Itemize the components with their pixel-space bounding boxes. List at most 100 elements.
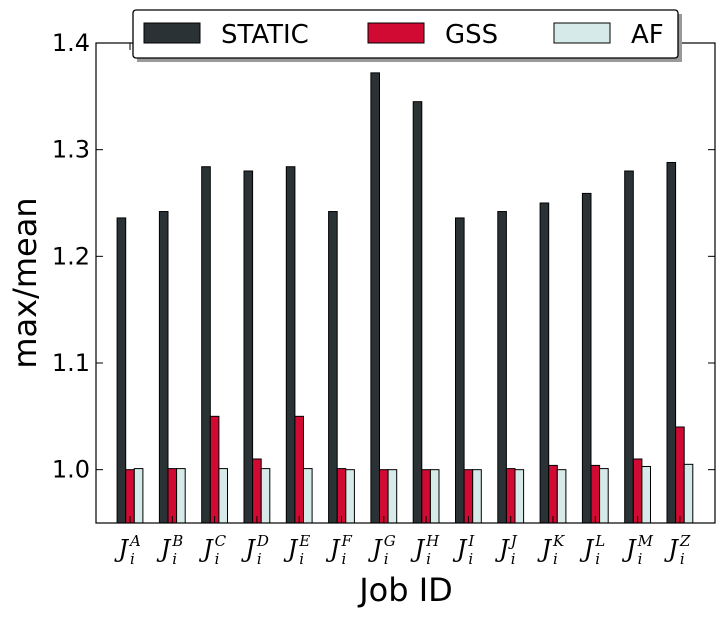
x-tick-label-sup: A xyxy=(128,532,141,550)
x-tick-label-sub: i xyxy=(299,550,304,568)
bar-af-z xyxy=(683,463,694,524)
bar-af-d xyxy=(260,468,271,524)
x-tick-label-sup: G xyxy=(384,532,396,550)
bar-static-b xyxy=(158,211,169,524)
x-tick-label-sub: i xyxy=(511,550,516,568)
x-tick-label-sup: M xyxy=(637,532,654,550)
bar-static-i xyxy=(455,217,465,524)
bar-af-k xyxy=(556,469,567,524)
x-tick-label-base: J xyxy=(621,535,637,563)
bar-gss-z xyxy=(675,426,685,524)
x-tick-label-m: J Mi xyxy=(621,532,654,568)
bar-gss-e xyxy=(294,415,304,524)
x-tick-label-z: J Zi xyxy=(663,532,691,568)
bar-gss-b xyxy=(167,468,178,524)
x-tick-label-base: J xyxy=(156,535,172,563)
x-tick-label-g: J Gi xyxy=(367,532,396,568)
bars-layer xyxy=(116,72,694,524)
bar-af-a xyxy=(133,468,144,524)
x-tick-label-base: J xyxy=(283,535,299,563)
x-tick-label-j: J Ji xyxy=(494,532,518,568)
x-tick-label-sup: F xyxy=(341,532,353,550)
bar-af-i xyxy=(472,469,482,524)
x-tick-label-sup: C xyxy=(215,532,227,550)
bar-static-g xyxy=(370,72,380,524)
x-tick-label-base: J xyxy=(494,535,510,563)
bar-static-d xyxy=(243,170,254,524)
bar-gss-i xyxy=(463,469,474,524)
legend-swatch-af xyxy=(553,22,611,44)
bar-static-j xyxy=(497,211,507,524)
bar-af-e xyxy=(303,468,313,524)
bar-af-b xyxy=(176,468,186,524)
x-tick-label-sup: B xyxy=(171,532,183,550)
bar-af-j xyxy=(514,469,525,524)
x-tick-label-sup: J xyxy=(508,532,518,550)
x-tick-label-base: J xyxy=(663,535,679,563)
x-tick-label-sub: i xyxy=(553,550,558,568)
x-tick-label-d: J Di xyxy=(240,532,269,568)
legend-label-gss: GSS xyxy=(445,20,498,50)
bar-af-c xyxy=(218,468,228,524)
bar-gss-j xyxy=(505,468,516,524)
x-tick-label-sub: i xyxy=(384,550,389,568)
x-tick-label-sub: i xyxy=(595,550,600,568)
x-tick-label-sub: i xyxy=(342,550,347,568)
legend-label-static: STATIC xyxy=(221,20,309,50)
bar-af-g xyxy=(387,469,398,524)
bar-static-l xyxy=(581,192,592,524)
x-tick-label-sup: Z xyxy=(679,532,691,550)
y-tick-label: 1.0 xyxy=(52,456,90,484)
x-tick-label-base: J xyxy=(113,535,129,563)
x-tick-label-base: J xyxy=(536,535,552,563)
x-tick-label-base: J xyxy=(240,535,256,563)
bar-gss-m xyxy=(632,458,643,524)
x-tick-label-base: J xyxy=(367,535,383,563)
y-tick-label: 1.4 xyxy=(52,29,90,57)
x-tick-label-f: J Fi xyxy=(325,532,353,568)
x-tick-label-sup: K xyxy=(552,532,565,550)
x-tick-label-sup: E xyxy=(298,532,310,550)
bar-static-f xyxy=(328,211,338,524)
x-tick-label-e: J Ei xyxy=(283,532,311,568)
legend: STATIC GSS AF xyxy=(132,9,682,62)
bar-gss-k xyxy=(548,464,558,524)
x-tick-label-base: J xyxy=(452,535,468,563)
bar-af-l xyxy=(599,468,609,524)
x-tick-label-base: J xyxy=(409,535,425,563)
bar-gss-g xyxy=(379,469,389,524)
x-tick-label-c: J Ci xyxy=(198,532,227,568)
x-tick-label-i: J Ii xyxy=(452,532,476,568)
bar-gss-d xyxy=(252,458,262,524)
x-tick-label-sub: i xyxy=(257,550,262,568)
y-tick-label: 1.1 xyxy=(52,349,90,377)
x-axis-title: Job ID xyxy=(357,571,453,609)
legend-swatch-gss xyxy=(367,22,425,44)
bar-static-k xyxy=(539,202,550,524)
bar-gss-c xyxy=(209,415,220,524)
bar-static-z xyxy=(666,161,677,524)
x-tick-label-l: J Li xyxy=(579,532,606,568)
bar-af-f xyxy=(345,469,355,524)
x-tick-label-sub: i xyxy=(215,550,220,568)
bar-static-m xyxy=(624,170,634,524)
bar-gss-h xyxy=(421,469,431,524)
bar-af-m xyxy=(641,465,652,524)
bar-static-c xyxy=(201,166,211,524)
bar-static-a xyxy=(116,217,127,524)
x-tick-label-sub: i xyxy=(468,550,473,568)
legend-label-af: AF xyxy=(631,20,664,50)
x-tick-label-h: J Hi xyxy=(409,532,440,568)
x-tick-label-sup: I xyxy=(467,532,475,550)
x-tick-label-sup: D xyxy=(256,532,269,550)
legend-swatch-static xyxy=(143,22,201,44)
y-tick-label: 1.2 xyxy=(52,242,90,270)
x-tick-label-sub: i xyxy=(680,550,685,568)
x-tick-label-sub: i xyxy=(172,550,177,568)
bar-gss-f xyxy=(336,468,347,524)
x-tick-label-sub: i xyxy=(638,550,643,568)
x-tick-label-sub: i xyxy=(426,550,431,568)
x-tick-label-base: J xyxy=(198,535,214,563)
y-axis-title: max/mean xyxy=(6,197,44,368)
